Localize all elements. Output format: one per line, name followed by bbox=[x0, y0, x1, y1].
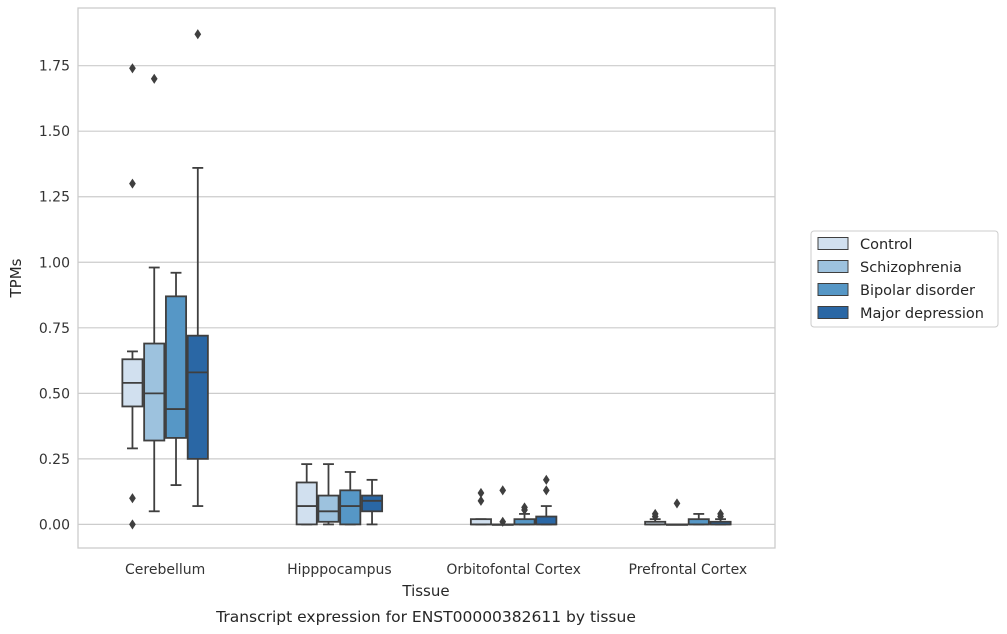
legend-entry: Control bbox=[860, 237, 912, 253]
box-iqr bbox=[361, 494, 384, 513]
outlier-point bbox=[194, 29, 202, 40]
box-major-depression bbox=[535, 474, 558, 526]
outlier-point bbox=[499, 485, 507, 496]
y-tick-label: 1.25 bbox=[39, 190, 70, 206]
box-control bbox=[469, 487, 492, 526]
legend-swatch bbox=[817, 306, 849, 319]
box-major-depression bbox=[361, 478, 384, 526]
outlier-point bbox=[477, 495, 485, 506]
legend-swatch bbox=[817, 237, 849, 250]
x-axis-label: Tissue bbox=[401, 582, 449, 600]
legend-entry: Schizophrenia bbox=[860, 260, 962, 276]
outlier-point bbox=[717, 511, 724, 522]
legend-frame bbox=[810, 230, 999, 328]
y-tick-label: 0.00 bbox=[39, 517, 70, 533]
outlier-point bbox=[129, 178, 136, 189]
box-iqr bbox=[339, 489, 362, 526]
outlier-point bbox=[673, 498, 681, 509]
box-major-depression bbox=[186, 29, 209, 507]
y-tick-label: 0.50 bbox=[39, 386, 70, 402]
chart-caption: Transcript expression for ENST0000038261… bbox=[215, 608, 636, 626]
y-tick-label: 1.50 bbox=[39, 124, 70, 140]
y-tick-label: 1.00 bbox=[39, 255, 70, 271]
box-iqr bbox=[317, 494, 340, 523]
legend: Control Schizophrenia Bipolar disorder Majo… bbox=[810, 230, 999, 328]
y-tick-label: 0.25 bbox=[39, 452, 70, 468]
y-tick-label: 1.75 bbox=[39, 59, 70, 75]
legend-swatch bbox=[817, 260, 849, 273]
plot-frame bbox=[77, 7, 776, 549]
y-axis-ticks: 0.00 0.25 0.50 0.75 1.00 1.25 1.50 1.75 bbox=[39, 59, 70, 534]
outlier-point bbox=[129, 63, 136, 74]
legend-swatch bbox=[817, 283, 849, 296]
box-control bbox=[644, 508, 667, 526]
outlier-point bbox=[129, 519, 136, 530]
y-axis-label: TPMs bbox=[7, 258, 25, 298]
box-iqr bbox=[186, 334, 209, 460]
grid-layer bbox=[78, 65, 775, 526]
outlier-point bbox=[129, 493, 136, 504]
box-schizophrenia bbox=[143, 73, 166, 513]
outlier-point bbox=[542, 485, 550, 496]
x-tick-label: Cerebellum bbox=[125, 562, 205, 578]
box-iqr bbox=[165, 295, 188, 439]
box-bipolar-disorder bbox=[339, 471, 362, 526]
outlier-point bbox=[542, 474, 550, 485]
outlier-point bbox=[651, 511, 659, 522]
outlier-point bbox=[477, 487, 485, 498]
box-iqr bbox=[535, 515, 558, 526]
legend-entry: Bipolar disorder bbox=[860, 283, 975, 299]
outlier-point bbox=[499, 516, 507, 527]
box-bipolar-disorder bbox=[513, 502, 536, 526]
box-schizophrenia bbox=[665, 498, 688, 526]
box-major-depression bbox=[709, 508, 732, 526]
box-control bbox=[295, 463, 318, 526]
box-iqr bbox=[295, 481, 318, 526]
box-bipolar-disorder bbox=[165, 271, 188, 486]
box-bipolar-disorder bbox=[687, 513, 710, 526]
box-schizophrenia bbox=[491, 485, 514, 527]
outlier-point bbox=[150, 73, 158, 84]
outlier-point bbox=[521, 504, 528, 516]
x-tick-label: Orbitofontal Cortex bbox=[446, 562, 581, 578]
legend-entry: Major depression bbox=[860, 306, 984, 322]
x-tick-label: Prefrontal Cortex bbox=[629, 562, 748, 578]
box-iqr bbox=[143, 342, 166, 442]
boxes-layer bbox=[121, 29, 732, 530]
box-control bbox=[121, 63, 144, 530]
box-schizophrenia bbox=[317, 463, 340, 526]
x-tick-label: Hipppocampus bbox=[287, 562, 392, 578]
y-tick-label: 0.75 bbox=[39, 321, 70, 337]
x-axis-ticks: Cerebellum Hipppocampus Orbitofontal Corte… bbox=[125, 562, 747, 578]
